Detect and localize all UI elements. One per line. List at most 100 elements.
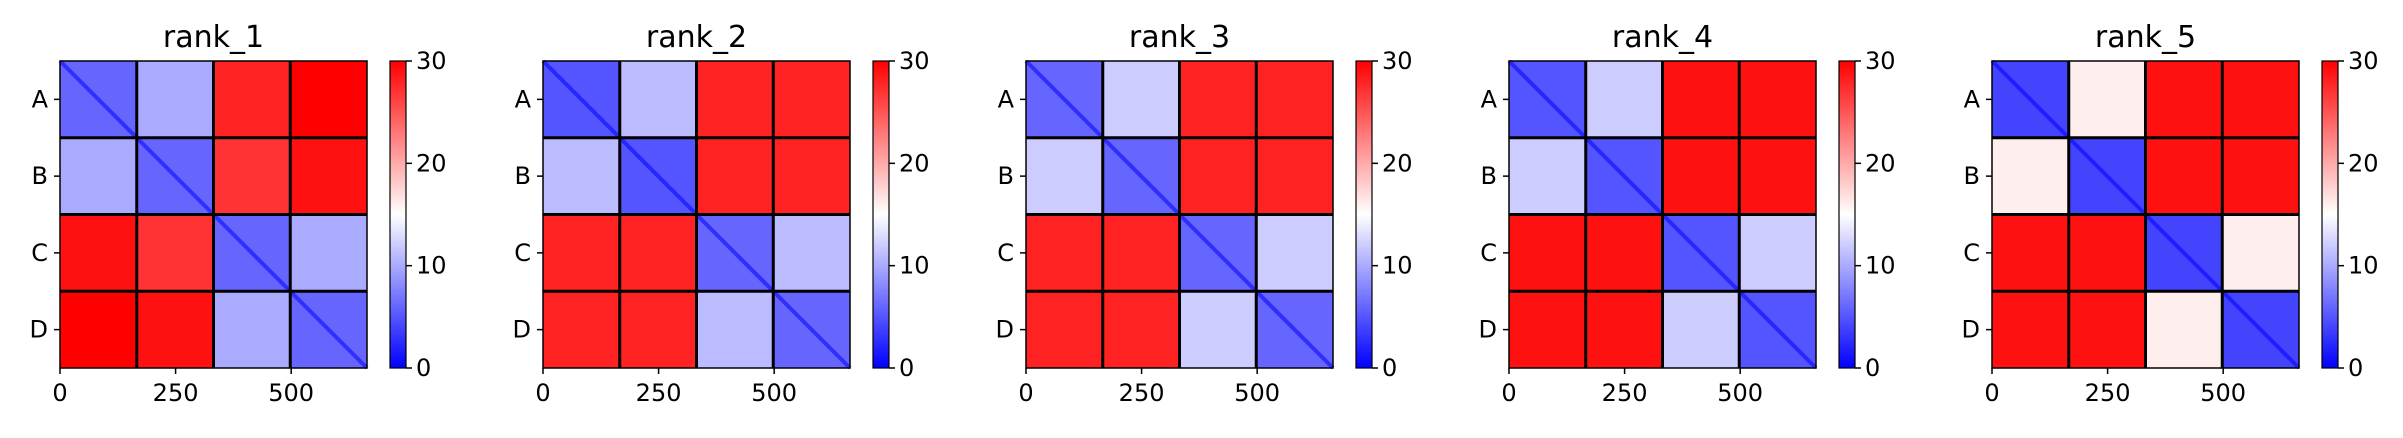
chart-5-ytick-label-0: A xyxy=(1964,85,1981,113)
chart-5-cell-0-3 xyxy=(2222,61,2299,138)
chart-3-ytick-label-3: D xyxy=(996,316,1014,344)
chart-4-diagonal-0 xyxy=(1507,59,1588,140)
chart-5-xtick-label-2: 500 xyxy=(2200,379,2246,407)
chart-1-cell-1-2 xyxy=(213,137,291,215)
chart-2-diagonal-0 xyxy=(541,59,622,140)
chart-5-colorbar-label-1: 10 xyxy=(2348,252,2379,280)
chart-5-cell-1-3 xyxy=(2222,137,2299,215)
chart-2-cell-3-2 xyxy=(696,291,774,368)
chart-3-title: rank_3 xyxy=(1129,20,1230,55)
chart-2-diagonal-3 xyxy=(771,289,852,370)
chart-2-xtick-label-0: 0 xyxy=(535,379,550,407)
chart-3-cell-0-2 xyxy=(1179,61,1257,138)
chart-5-diagonal-2 xyxy=(2144,213,2224,293)
chart-5-cell-2-3 xyxy=(2222,214,2299,292)
chart-1-ytick-label-2: C xyxy=(31,239,48,267)
chart-3-xtick-label-0: 0 xyxy=(1018,379,1033,407)
chart-1-cell-2-3 xyxy=(290,214,367,292)
chart-5-cell-3-2 xyxy=(2145,291,2223,368)
chart-4-frame xyxy=(1508,60,1817,369)
chart-3-colorbar-label-1: 10 xyxy=(1382,252,1413,280)
chart-5-xtick-label-0: 0 xyxy=(1984,379,1999,407)
chart-4-colorbar-label-0: 0 xyxy=(1865,354,1880,382)
chart-3-cell-1-0 xyxy=(1026,137,1103,215)
chart-1-ytick-label-1: B xyxy=(32,162,48,190)
chart-4-diagonal-1 xyxy=(1584,136,1664,216)
chart-2-cell-0-1 xyxy=(619,61,697,138)
chart-4-cell-3-0 xyxy=(1509,291,1586,368)
chart-3-diagonal-1 xyxy=(1101,136,1181,216)
chart-4-cell-3-1 xyxy=(1585,291,1663,368)
chart-5-xtick-label-1: 250 xyxy=(2085,379,2131,407)
chart-4-cell-0-1 xyxy=(1585,61,1663,138)
chart-3-cell-3-1 xyxy=(1102,291,1180,368)
chart-4-cell-1-2 xyxy=(1662,137,1740,215)
chart-1-cell-2-1 xyxy=(136,214,214,292)
chart-1-ytick-label-3: D xyxy=(30,316,48,344)
chart-2-cell-2-1 xyxy=(619,214,697,292)
chart-3-colorbar xyxy=(1355,60,1373,369)
chart-3-cell-1-3 xyxy=(1256,137,1333,215)
chart-3-xtick-label-1: 250 xyxy=(1119,379,1165,407)
chart-4-diagonal-2 xyxy=(1661,213,1741,293)
chart-3-colorbar-label-3: 30 xyxy=(1382,47,1413,75)
chart-1-cell-0-3 xyxy=(290,61,367,138)
chart-3-diagonal-0 xyxy=(1024,59,1105,140)
chart-3-cell-0-1 xyxy=(1102,61,1180,138)
chart-1-cell-2-0 xyxy=(60,214,137,292)
chart-1-colorbar xyxy=(389,60,407,369)
chart-3-ytick-label-1: B xyxy=(998,162,1014,190)
chart-2-cell-0-3 xyxy=(773,61,850,138)
chart-1-ytick-label-0: A xyxy=(32,85,49,113)
chart-4-cell-2-1 xyxy=(1585,214,1663,292)
chart-3-cell-2-1 xyxy=(1102,214,1180,292)
chart-1-diagonal-3 xyxy=(288,289,369,370)
chart-3-ytick-label-2: C xyxy=(997,239,1014,267)
chart-5-colorbar-label-2: 20 xyxy=(2348,149,2379,177)
chart-2-title: rank_2 xyxy=(646,20,747,55)
chart-5-title: rank_5 xyxy=(2095,20,2196,55)
chart-3-colorbar-label-0: 0 xyxy=(1382,354,1397,382)
chart-1-diagonal-2 xyxy=(212,213,292,293)
chart-1-xtick-label-0: 0 xyxy=(52,379,67,407)
chart-3-cell-2-0 xyxy=(1026,214,1103,292)
chart-2-xtick-label-1: 250 xyxy=(636,379,682,407)
chart-2-cell-3-1 xyxy=(619,291,697,368)
chart-2-cell-0-2 xyxy=(696,61,774,138)
chart-3-cell-3-0 xyxy=(1026,291,1103,368)
chart-5-cell-0-1 xyxy=(2068,61,2146,138)
chart-4-cell-2-3 xyxy=(1739,214,1816,292)
chart-3-frame xyxy=(1025,60,1334,369)
chart-4-ytick-label-1: B xyxy=(1481,162,1497,190)
chart-1-cell-0-2 xyxy=(213,61,291,138)
chart-2-cell-2-0 xyxy=(543,214,620,292)
chart-5-cell-2-1 xyxy=(2068,214,2146,292)
chart-3-cell-0-3 xyxy=(1256,61,1333,138)
chart-4-colorbar xyxy=(1838,60,1856,369)
chart-1-diagonal-1 xyxy=(135,136,215,216)
chart-1-colorbar-label-2: 20 xyxy=(416,149,447,177)
chart-4-colorbar-label-2: 20 xyxy=(1865,149,1896,177)
chart-1-xtick-label-2: 500 xyxy=(268,379,314,407)
chart-2-ytick-label-2: C xyxy=(514,239,531,267)
chart-3-cell-2-3 xyxy=(1256,214,1333,292)
chart-2-frame xyxy=(542,60,851,369)
chart-5-diagonal-3 xyxy=(2220,289,2301,370)
chart-5-diagonal-1 xyxy=(2067,136,2147,216)
chart-1-colorbar-label-3: 30 xyxy=(416,47,447,75)
chart-2-diagonal-2 xyxy=(695,213,775,293)
chart-4-title: rank_4 xyxy=(1612,20,1713,55)
chart-2-xtick-label-2: 500 xyxy=(751,379,797,407)
chart-3-cell-3-2 xyxy=(1179,291,1257,368)
chart-5-diagonal-0 xyxy=(1990,59,2071,140)
chart-3-colorbar-label-2: 20 xyxy=(1382,149,1413,177)
chart-3-diagonal-2 xyxy=(1178,213,1258,293)
chart-2-ytick-label-0: A xyxy=(515,85,532,113)
chart-1-frame xyxy=(59,60,368,369)
chart-2-cell-3-0 xyxy=(543,291,620,368)
chart-5-colorbar-label-0: 0 xyxy=(2348,354,2363,382)
chart-1-cell-3-1 xyxy=(136,291,214,368)
chart-4-ytick-label-2: C xyxy=(1480,239,1497,267)
chart-2-colorbar-label-3: 30 xyxy=(899,47,930,75)
